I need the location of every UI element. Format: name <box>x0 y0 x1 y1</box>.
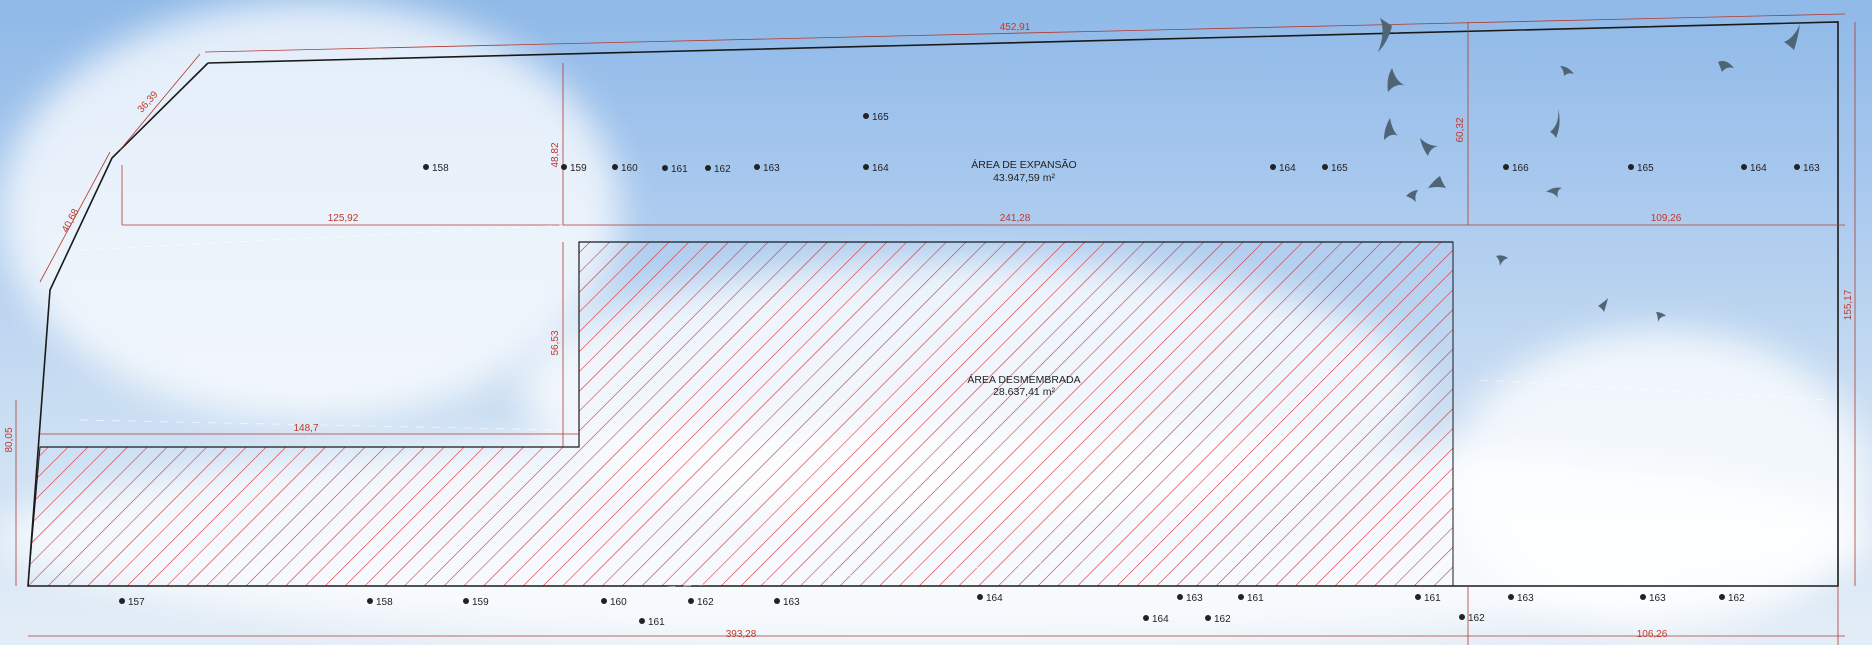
survey-guides <box>79 224 1831 611</box>
marker-label: 163 <box>763 163 780 174</box>
bird-icon <box>1420 138 1438 156</box>
dim-left-diag-upper: 36,39 <box>136 89 161 115</box>
bird-icon <box>1428 176 1446 188</box>
marker-label: 158 <box>376 597 393 608</box>
property-boundary <box>27 21 1839 587</box>
dismembered-area-value: 28.637,41 m² <box>993 386 1055 398</box>
bird-icon <box>1546 187 1562 198</box>
expansion-area-title: ÁREA DE EXPANSÃO <box>971 158 1076 171</box>
bird-icon <box>1378 18 1392 52</box>
marker-label: 162 <box>697 597 714 608</box>
top-markers: 165 158 159 160 161 162 163 164 164 165 … <box>423 112 1820 175</box>
marker-label: 162 <box>1468 613 1485 624</box>
dim-notch-horizontal: 148,7 <box>293 423 318 434</box>
marker-label: 160 <box>621 163 638 174</box>
dim-right-side: 155,17 <box>1843 289 1854 320</box>
bird-icon <box>1598 298 1608 312</box>
marker-label: 163 <box>1803 163 1820 174</box>
marker-label: 164 <box>872 163 889 174</box>
dim-bottom-left: 393,28 <box>726 629 757 640</box>
expansion-area-value: 43.947,59 m² <box>993 172 1055 184</box>
bird-icon <box>1550 108 1560 138</box>
bottom-markers: 157 158 159 160 162 163 161 164 164 163 … <box>119 593 1745 628</box>
marker-label: 165 <box>1637 163 1654 174</box>
dim-top-total: 452,91 <box>1000 22 1031 33</box>
cloud <box>0 0 620 420</box>
dim-right-inner-vertical: 60,32 <box>1455 117 1466 142</box>
dimension-lines <box>15 13 1856 645</box>
marker-label: 164 <box>1152 614 1169 625</box>
marker-label: 163 <box>1649 593 1666 604</box>
marker-label: 161 <box>648 617 665 628</box>
marker-label: 159 <box>570 163 587 174</box>
bird-icon <box>1718 60 1734 72</box>
dismembered-area-title: ÁREA DESMEMBRADA <box>967 373 1080 386</box>
marker-label: 161 <box>1247 593 1264 604</box>
marker-label: 160 <box>610 597 627 608</box>
bird-icon <box>1384 118 1398 140</box>
marker-label: 157 <box>128 597 145 608</box>
dismembered-area-hatch <box>27 241 1454 587</box>
dim-mid-left: 125,92 <box>328 213 359 224</box>
marker-label: 166 <box>1512 163 1529 174</box>
marker-label: 162 <box>714 164 731 175</box>
marker-label: 164 <box>1750 163 1767 174</box>
marker-label: 163 <box>783 597 800 608</box>
marker-label: 158 <box>432 163 449 174</box>
marker-label: 162 <box>1728 593 1745 604</box>
bird-icon <box>1387 68 1406 92</box>
marker-label: 163 <box>1517 593 1534 604</box>
bird-icon <box>1656 312 1666 322</box>
dim-left-inner-vertical: 48,82 <box>550 142 561 167</box>
dim-mid-center: 241,28 <box>1000 213 1031 224</box>
bird-icon <box>1496 255 1508 266</box>
bird-icon <box>1784 24 1800 50</box>
dim-mid-right: 109,26 <box>1651 213 1682 224</box>
expansion-area-boundary <box>40 241 1453 448</box>
dim-notch-vertical: 56,53 <box>550 330 561 355</box>
marker-label: 165 <box>1331 163 1348 174</box>
marker-label: 161 <box>671 164 688 175</box>
marker-label: 164 <box>986 593 1003 604</box>
marker-label: 164 <box>1279 163 1296 174</box>
bird-icon <box>1560 66 1574 76</box>
marker-label: 163 <box>1186 593 1203 604</box>
dim-left-side: 80,05 <box>4 427 15 452</box>
dim-bottom-right: 106,26 <box>1637 629 1668 640</box>
marker-label: 165 <box>872 112 889 123</box>
bird-silhouettes <box>1378 18 1800 322</box>
marker-label: 159 <box>472 597 489 608</box>
bird-icon <box>1406 190 1418 202</box>
marker-label: 161 <box>1424 593 1441 604</box>
marker-label: 162 <box>1214 614 1231 625</box>
